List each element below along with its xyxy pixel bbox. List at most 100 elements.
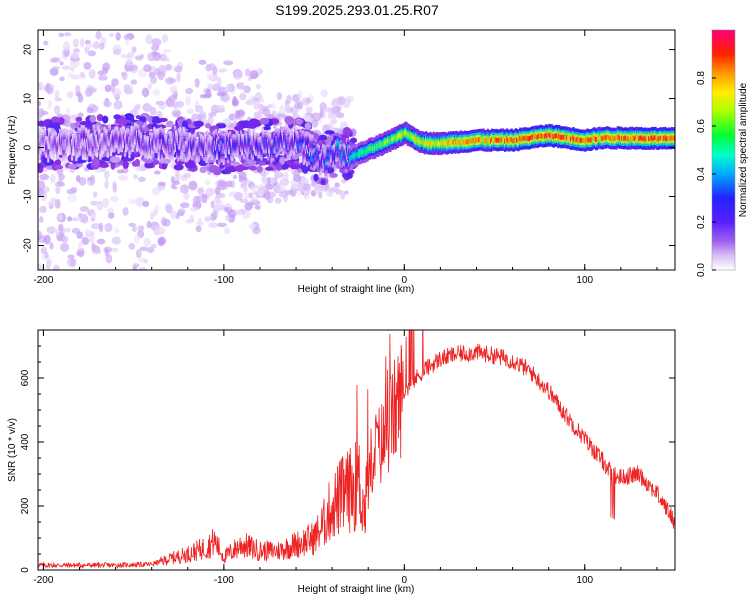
- heatmap-noise-blob: [188, 180, 198, 191]
- heatmap-noise-blob: [67, 257, 77, 268]
- heatmap-noise-blob: [104, 179, 109, 190]
- heatmap-noise-blob: [250, 197, 259, 204]
- heatmap-noise-blob: [194, 77, 200, 88]
- heatmap-mid-blob: [109, 156, 121, 163]
- heatmap-mid-blob: [92, 158, 100, 168]
- heatmap-noise-blob: [128, 199, 139, 205]
- heatmap-noise-blob: [107, 207, 114, 213]
- heatmap-mid-blob: [247, 160, 257, 166]
- heatmap-noise-blob: [71, 217, 79, 222]
- heatmap-ridge-cell: [260, 147, 263, 153]
- heatmap-noise-blob: [274, 172, 284, 179]
- heatmap-noise-blob: [302, 183, 311, 191]
- heatmap-mid-blob: [279, 156, 285, 166]
- heatmap-noise-blob: [279, 104, 286, 115]
- heatmap-noise-blob: [248, 192, 254, 199]
- colorbar-tick-label: 0.2: [696, 215, 707, 229]
- heatmap-noise-blob: [336, 112, 345, 119]
- heatmap-noise-blob: [128, 243, 136, 250]
- heatmap-mid-blob: [256, 165, 263, 173]
- colorbar-label: Normalized spectral amplitude: [738, 82, 749, 217]
- heatmap-noise-blob: [277, 113, 287, 118]
- heatmap-noise-blob: [131, 226, 138, 233]
- heatmap-noise-blob: [280, 180, 287, 188]
- heatmap-noise-blob: [38, 100, 42, 107]
- heatmap-mid-blob: [288, 163, 300, 169]
- heatmap-mid-blob: [346, 172, 353, 179]
- heatmap-mid-blob: [234, 125, 244, 132]
- heatmap-noise-blob: [318, 192, 323, 199]
- heatmap-noise-blob: [210, 212, 217, 222]
- heatmap-noise-blob: [168, 95, 178, 102]
- heatmap-y-tick-label: -20: [23, 238, 34, 253]
- heatmap-noise-blob: [216, 91, 227, 97]
- heatmap-mid-blob: [193, 120, 204, 128]
- heatmap-mid-blob: [208, 164, 219, 173]
- heatmap-noise-blob: [243, 190, 250, 200]
- heatmap-mid-blob: [286, 160, 293, 166]
- heatmap-noise-blob: [217, 222, 227, 228]
- heatmap-noise-blob: [67, 72, 74, 77]
- heatmap-noise-blob: [125, 58, 133, 67]
- heatmap-noise-blob: [91, 242, 96, 253]
- heatmap-noise-blob: [224, 215, 231, 221]
- heatmap-mid-blob: [144, 161, 154, 169]
- heatmap-noise-blob: [152, 88, 161, 97]
- heatmap-noise-blob: [151, 38, 162, 47]
- heatmap-noise-blob: [146, 220, 152, 229]
- heatmap-mid-blob: [55, 159, 62, 167]
- heatmap-noise-blob: [109, 195, 119, 203]
- heatmap-noise-blob: [43, 234, 51, 245]
- heatmap-noise-blob: [239, 198, 249, 203]
- heatmap-mid-blob: [224, 166, 232, 175]
- heatmap-noise-blob: [75, 91, 82, 97]
- heatmap-noise-blob: [291, 182, 298, 190]
- heatmap-noise-blob: [215, 104, 226, 112]
- heatmap-noise-blob: [118, 175, 129, 181]
- heatmap-noise-blob: [254, 184, 259, 190]
- heatmap-mid-blob: [67, 163, 77, 170]
- heatmap-noise-blob: [319, 185, 329, 192]
- heatmap-noise-blob: [217, 181, 228, 191]
- heatmap-mid-blob: [151, 118, 162, 124]
- heatmap-noise-blob: [39, 216, 44, 223]
- heatmap-noise-blob: [78, 176, 87, 186]
- heatmap-noise-blob: [258, 186, 267, 194]
- heatmap-noise-blob: [278, 190, 289, 198]
- heatmap-y-tick-label: 10: [23, 93, 34, 105]
- heatmap-noise-blob: [234, 109, 241, 119]
- heatmap-noise-blob: [331, 106, 337, 115]
- heatmap-noise-blob: [40, 246, 48, 255]
- heatmap-mid-blob: [156, 124, 167, 129]
- heatmap-noise-blob: [43, 84, 53, 93]
- heatmap-x-tick-label: -100: [214, 275, 234, 286]
- heatmap-mid-blob: [295, 119, 303, 125]
- heatmap-mid-blob: [318, 134, 328, 141]
- heatmap-noise-blob: [77, 241, 83, 251]
- heatmap-noise-blob: [55, 181, 65, 187]
- heatmap-noise-blob: [61, 235, 69, 244]
- heatmap-noise-blob: [155, 226, 166, 235]
- heatmap-noise-blob: [189, 206, 199, 212]
- heatmap-noise-blob: [207, 83, 214, 90]
- heatmap-noise-blob: [270, 176, 277, 184]
- heatmap-noise-blob: [84, 228, 91, 235]
- heatmap-mid-blob: [161, 163, 168, 170]
- heatmap-noise-blob: [55, 186, 61, 195]
- heatmap-noise-blob: [61, 65, 72, 71]
- heatmap-noise-blob: [244, 202, 253, 211]
- heatmap-noise-blob: [104, 222, 113, 233]
- heatmap-ridge-cell: [306, 140, 310, 146]
- heatmap-noise-blob: [180, 202, 190, 209]
- heatmap-noise-blob: [223, 60, 234, 66]
- heatmap-noise-blob: [58, 173, 65, 181]
- snr-x-tick-label: -100: [214, 575, 234, 586]
- heatmap-ridge-cell: [219, 137, 222, 143]
- heatmap-ridge-cell: [672, 135, 675, 141]
- heatmap-noise-blob: [41, 192, 48, 202]
- heatmap-mid-blob: [199, 166, 207, 174]
- heatmap-mid-blob: [350, 137, 358, 144]
- heatmap-noise-blob: [46, 259, 53, 265]
- heatmap-mid-blob: [320, 178, 326, 186]
